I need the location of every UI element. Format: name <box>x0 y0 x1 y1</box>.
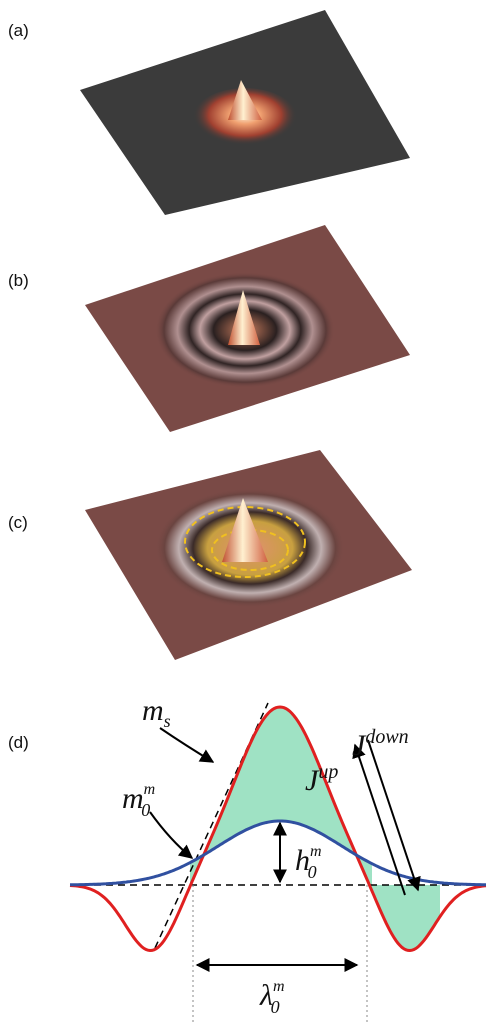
label-part: up <box>318 761 338 783</box>
ms-arrow <box>160 728 213 762</box>
panel-label: (d) <box>8 733 29 752</box>
panel-label: (c) <box>8 513 28 532</box>
figure: (a) (b) (c) (d) ms mm0 Jup Jdown hm0 λm0 <box>0 0 487 1025</box>
label-part: 0 <box>308 862 317 882</box>
m0-arrow <box>150 812 192 858</box>
label-part: s <box>164 711 171 731</box>
j-down-label: Jdown <box>352 726 409 762</box>
blue-curve <box>70 821 486 885</box>
label-part: 0 <box>271 997 280 1017</box>
j-down-arrow <box>368 740 418 890</box>
label-part: m <box>273 978 285 995</box>
label-part: 0 <box>141 800 150 820</box>
panel-label: (b) <box>8 271 29 290</box>
label-part: m <box>144 781 156 798</box>
label-part: down <box>365 726 408 748</box>
label-part: m <box>142 694 164 727</box>
panel-label: (a) <box>8 21 29 40</box>
ms-label: ms <box>142 694 171 731</box>
label-part: m <box>310 843 322 860</box>
